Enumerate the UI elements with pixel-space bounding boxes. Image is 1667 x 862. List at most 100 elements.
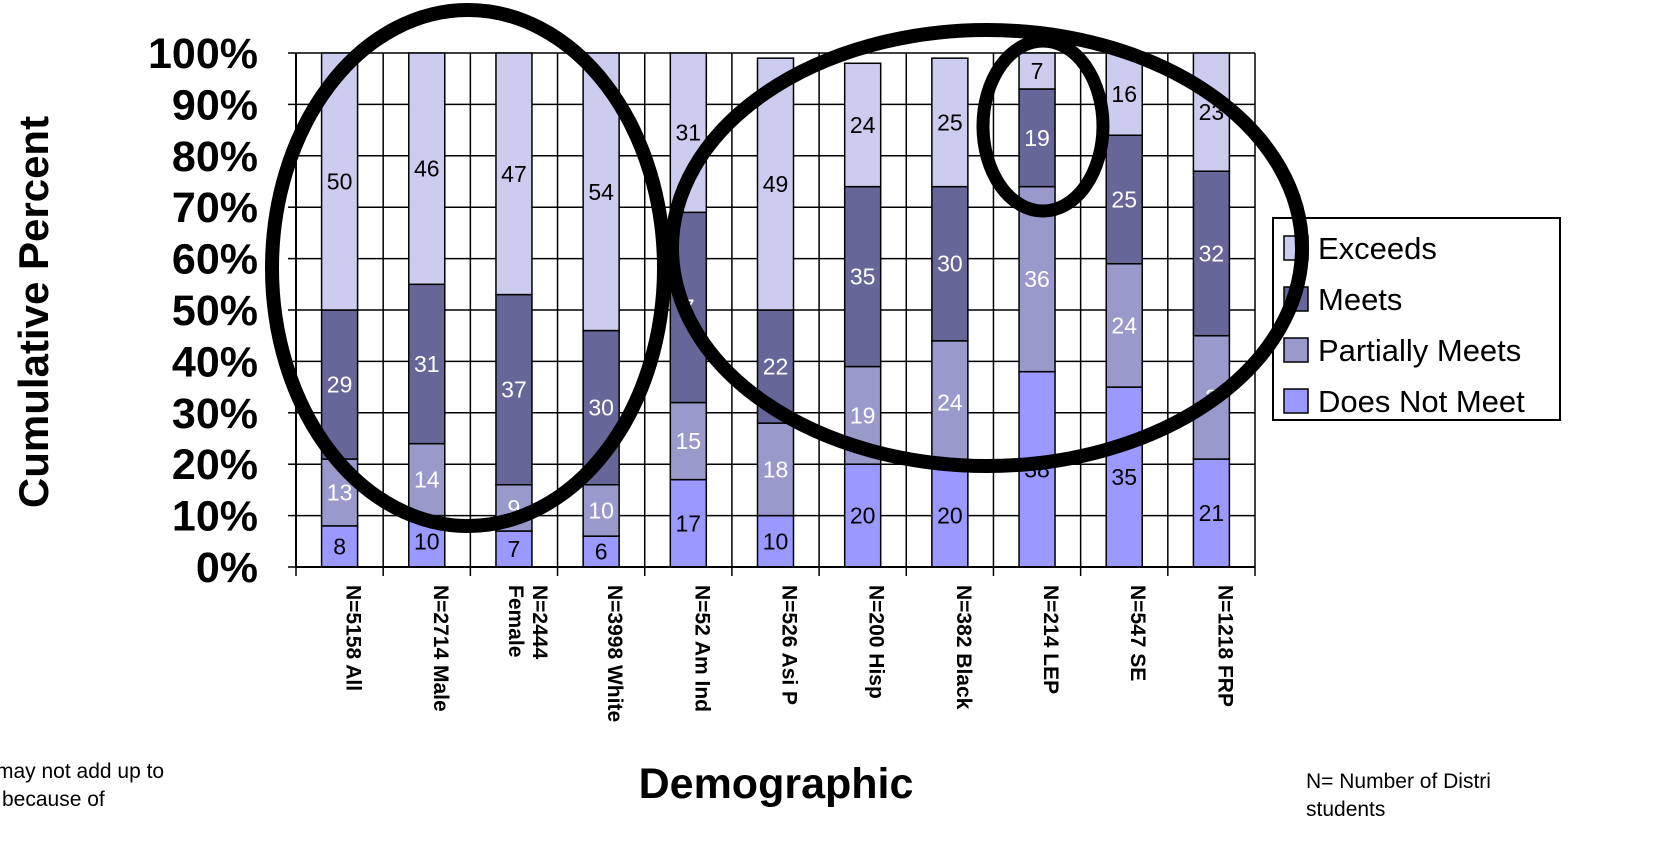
bar-segment-meets: [931, 185, 969, 342]
bar-segment-exceeds: [1192, 52, 1231, 172]
data-label: 14: [414, 467, 440, 493]
x-tick-label: Female: [504, 585, 527, 657]
data-label: 15: [676, 428, 702, 454]
bar-segment-partially-meets: [408, 442, 446, 517]
x-tick-label: N=1218 FRP: [1213, 585, 1236, 707]
legend-swatch: [1283, 388, 1309, 414]
y-tick-label: 10%: [172, 493, 258, 541]
footnote-right-line2: students: [1306, 798, 1386, 821]
data-label: 30: [588, 395, 614, 421]
data-label: 7: [508, 536, 521, 562]
x-tick-label: N=2714 Male: [429, 585, 452, 712]
data-label: 17: [676, 510, 702, 536]
footnote-left-line2: because of: [2, 788, 105, 811]
y-tick-label: 50%: [172, 287, 258, 335]
bar-segment-meets: [408, 283, 446, 445]
data-label: 46: [414, 156, 440, 182]
y-tick-label: 70%: [172, 184, 258, 232]
y-tick-label: 20%: [172, 441, 258, 489]
bar-segment-partially-meets: [582, 484, 620, 537]
legend-label: Partially Meets: [1318, 333, 1521, 368]
data-label: 21: [1199, 500, 1225, 526]
legend-label: Meets: [1318, 282, 1402, 317]
data-label: 20: [850, 503, 876, 529]
data-label: 50: [327, 169, 353, 195]
bar-segment-exceeds: [931, 57, 969, 188]
y-axis-title: Cumulative Percent: [10, 116, 57, 508]
legend: Exceeds Meets Partially Meets Does Not Meet: [1272, 217, 1561, 421]
y-tick-label: 30%: [172, 390, 258, 438]
bar-segment-meets: [843, 185, 882, 368]
legend-swatch: [1283, 337, 1309, 363]
y-tick-label: 90%: [172, 81, 258, 129]
annotation-ellipse-left: [265, 3, 671, 533]
bar-segment-exceeds: [495, 52, 533, 296]
footnote-left: may not add up to because of: [0, 758, 164, 814]
data-label: 10: [414, 528, 440, 554]
data-label: 10: [588, 497, 614, 523]
x-tick-label: N=382 Black: [952, 585, 975, 710]
data-label: 32: [1199, 240, 1225, 266]
data-label: 16: [1111, 81, 1137, 107]
x-tick-label: N=3998 White: [603, 585, 626, 722]
bar-segment-does-not-meet: [843, 463, 882, 568]
bar-segment-does-not-meet: [320, 525, 359, 568]
data-label: 7: [1031, 58, 1044, 84]
bar-segment-does-not-meet: [1105, 386, 1143, 568]
data-label: 49: [763, 171, 789, 197]
x-tick-label: N=52 Am Ind: [690, 585, 713, 712]
footnote-right: N= Number of Distri students: [1306, 768, 1491, 824]
bar-segment-partially-meets: [1018, 185, 1056, 373]
data-label: 25: [1111, 186, 1137, 212]
data-label: 24: [850, 112, 876, 138]
y-tick-label: 0%: [196, 544, 258, 592]
data-label: 36: [1024, 266, 1050, 292]
data-label: 35: [1111, 464, 1137, 490]
bar-segment-does-not-meet: [1192, 458, 1231, 568]
data-label: 10: [763, 528, 789, 554]
data-label: 18: [763, 456, 789, 482]
data-label: 13: [327, 479, 353, 505]
data-label: 30: [937, 251, 963, 277]
annotation-ellipse-right: [665, 23, 1309, 473]
x-tick-label: N=5158 All: [342, 585, 365, 691]
bar-segment-exceeds: [1018, 52, 1056, 90]
bar-segment-exceeds: [408, 52, 446, 286]
data-label: 31: [676, 120, 702, 146]
data-label: 29: [327, 372, 353, 398]
data-label: 19: [1024, 125, 1050, 151]
bar-segment-partially-meets: [756, 422, 795, 517]
x-tick-label: N=2444: [528, 585, 551, 659]
y-tick-label: 100%: [148, 30, 258, 78]
x-tick-label: N=214 LEP: [1039, 585, 1062, 694]
y-tick-labels: 0%10%20%30%40%50%60%70%80%90%100%: [148, 30, 258, 592]
data-label: 35: [850, 264, 876, 290]
bar-segment-meets: [1105, 134, 1143, 265]
y-tick-label: 80%: [172, 133, 258, 181]
data-label: 31: [414, 351, 440, 377]
data-label: 54: [588, 179, 614, 205]
legend-box: [1272, 217, 1561, 421]
data-label: 20: [937, 503, 963, 529]
annotation-ellipses: [265, 3, 1309, 533]
x-tick-label: N=526 Asi P: [778, 585, 801, 705]
bar-segment-exceeds: [843, 62, 882, 188]
data-label: 22: [763, 354, 789, 380]
data-label: 6: [595, 539, 608, 565]
x-tick-label: N=547 SE: [1126, 585, 1149, 681]
bar-segment-meets: [1192, 170, 1231, 337]
bar-segment-partially-meets: [1105, 262, 1143, 388]
bar-segment-does-not-meet: [495, 530, 533, 568]
legend-label: Exceeds: [1318, 231, 1437, 266]
data-label: 24: [1111, 312, 1137, 338]
footnote-right-line1: N= Number of Distri: [1306, 770, 1491, 793]
bar-segment-meets: [320, 309, 359, 460]
footnote-left-line1: may not add up to: [0, 760, 165, 783]
data-label: 24: [937, 390, 963, 416]
x-axis-title: Demographic: [639, 760, 914, 808]
data-label: 47: [501, 161, 527, 187]
data-labels: 8132950101431467937476103054171573110182…: [327, 58, 1224, 565]
y-tick-label: 60%: [172, 236, 258, 284]
